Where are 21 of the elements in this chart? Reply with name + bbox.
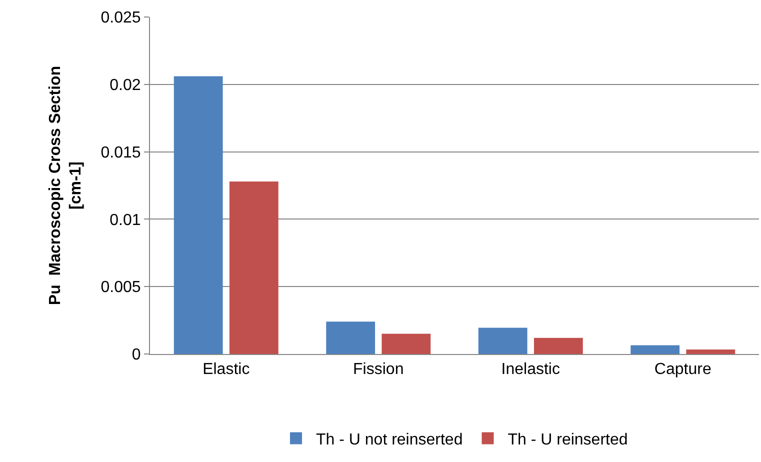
legend-label: Th - U not reinserted — [316, 432, 463, 449]
bar — [534, 338, 583, 354]
x-tick-label: Fission — [353, 361, 404, 378]
x-tick-label: Elastic — [202, 361, 250, 378]
legend-label: Th - U reinserted — [508, 432, 628, 449]
bar — [478, 328, 528, 354]
y-tick-label: 0.01 — [110, 212, 141, 229]
y-tick-label: 0.005 — [100, 279, 141, 296]
y-tick-label: 0.025 — [100, 10, 141, 27]
y-tick-label: 0 — [132, 346, 141, 364]
y-axis-title: Pu Macroscopic Cross Section [cm-1] — [46, 66, 85, 306]
bar — [630, 345, 680, 354]
bar — [382, 334, 431, 354]
y-tick-label: 0.02 — [110, 77, 141, 94]
bar — [174, 76, 223, 354]
x-tick-label: Inelastic — [501, 361, 560, 378]
y-tick-label: 0.015 — [100, 144, 141, 162]
x-tick-label: Capture — [654, 361, 712, 378]
bar — [229, 181, 278, 354]
bar — [326, 322, 376, 354]
bar — [686, 350, 736, 354]
